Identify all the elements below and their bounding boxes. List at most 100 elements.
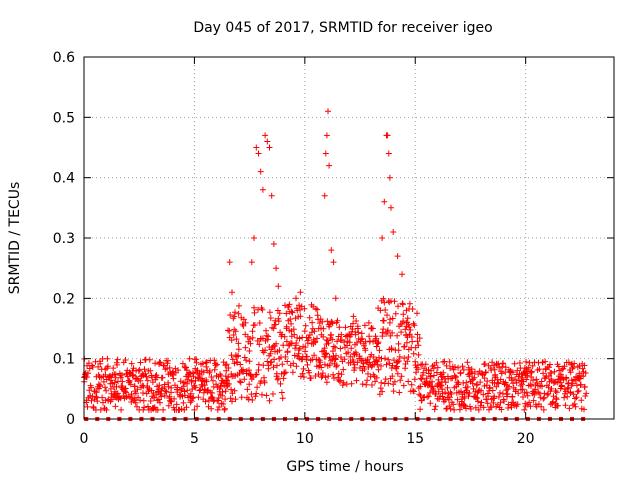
data-point [464,383,471,390]
data-point [173,401,180,408]
data-point [320,333,327,340]
data-point [273,265,280,272]
data-point [380,317,387,324]
data-point [262,132,269,139]
data-point [178,406,185,412]
data-point [252,393,259,400]
data-point [157,359,164,366]
data-point [231,313,238,320]
data-point [83,374,90,381]
data-point [381,198,388,205]
data-point [246,367,252,374]
data-point [409,338,416,345]
data-point [338,354,344,361]
data-point [395,347,402,354]
data-point [394,253,401,260]
data-point [244,386,251,393]
data-point [364,377,371,384]
data-point [374,358,381,365]
data-point [333,362,340,369]
data-point [266,397,273,404]
data-point [147,367,154,374]
data-point [256,320,263,326]
data-point [497,399,504,406]
data-point [215,395,222,401]
data-point [84,403,91,410]
data-point [450,401,457,408]
data-point [296,302,303,309]
data-point [331,375,337,382]
data-point [356,353,363,360]
data-point [463,389,470,396]
data-point [379,388,386,395]
data-point [168,384,175,391]
data-point [319,318,326,325]
data-point [319,370,326,377]
data-point [309,319,316,326]
data-point [226,259,233,266]
data-point [531,391,538,398]
data-point [410,350,417,357]
data-point [241,354,248,361]
chart-title: Day 045 of 2017, SRMTID for receiver ige… [193,20,492,36]
data-point [366,333,373,340]
data-point [284,358,291,365]
data-point [344,342,350,349]
data-point [164,357,171,364]
data-point [240,316,247,323]
data-point [306,369,313,376]
data-point [417,406,424,413]
data-point [189,386,196,393]
data-point [122,388,129,395]
data-point [348,345,355,352]
data-point [389,362,396,369]
data-point [414,338,421,345]
data-point [254,384,261,391]
data-point [180,399,187,406]
data-point [493,383,500,390]
data-point [457,370,464,377]
data-point [481,375,488,382]
data-point [446,403,453,410]
data-point [186,355,193,362]
data-point [361,322,368,329]
data-point [480,391,487,398]
data-point [577,381,584,388]
data-point [552,388,559,394]
data-point [353,318,360,324]
data-point [187,390,194,397]
data-point [577,375,583,382]
data-point [97,360,104,367]
data-point [572,395,579,402]
data-point [430,387,437,394]
data-point [237,361,244,368]
data-point [484,378,491,385]
data-point [241,376,248,383]
data-point [292,315,299,322]
data-point [293,363,300,370]
x-tick-label: 10 [296,431,314,447]
data-point [404,315,411,322]
data-point [275,283,282,290]
data-point [405,378,412,385]
data-point [162,388,169,395]
data-point [203,359,210,366]
x-tick-label: 20 [517,431,535,447]
data-point [484,400,491,407]
data-point [401,343,408,350]
data-point [276,310,283,317]
data-point [282,369,289,376]
data-point [398,373,405,380]
data-point [406,300,413,307]
data-point [332,295,339,302]
data-point [337,377,344,384]
data-point [569,380,576,387]
data-point [195,394,202,401]
data-point [329,320,336,327]
data-point [581,383,588,390]
data-point [427,389,433,396]
data-point [403,307,410,314]
data-point [137,397,144,404]
data-point [546,364,553,371]
data-point [211,366,218,373]
